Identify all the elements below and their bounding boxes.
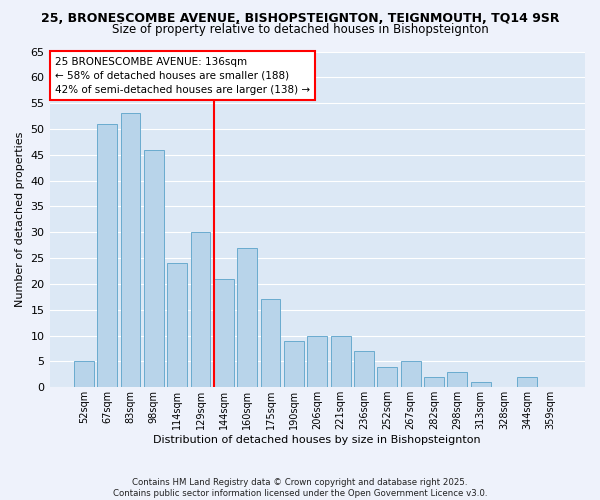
Bar bbox=[214, 278, 234, 387]
Bar bbox=[377, 366, 397, 387]
Bar bbox=[284, 340, 304, 387]
Text: 25, BRONESCOMBE AVENUE, BISHOPSTEIGNTON, TEIGNMOUTH, TQ14 9SR: 25, BRONESCOMBE AVENUE, BISHOPSTEIGNTON,… bbox=[41, 12, 559, 26]
Bar bbox=[238, 248, 257, 387]
Bar bbox=[517, 377, 538, 387]
Bar bbox=[307, 336, 327, 387]
Bar bbox=[260, 300, 280, 387]
X-axis label: Distribution of detached houses by size in Bishopsteignton: Distribution of detached houses by size … bbox=[154, 435, 481, 445]
Bar bbox=[424, 377, 444, 387]
Text: Contains HM Land Registry data © Crown copyright and database right 2025.
Contai: Contains HM Land Registry data © Crown c… bbox=[113, 478, 487, 498]
Bar bbox=[331, 336, 350, 387]
Bar bbox=[74, 362, 94, 387]
Bar bbox=[448, 372, 467, 387]
Bar bbox=[354, 351, 374, 387]
Text: 25 BRONESCOMBE AVENUE: 136sqm
← 58% of detached houses are smaller (188)
42% of : 25 BRONESCOMBE AVENUE: 136sqm ← 58% of d… bbox=[55, 56, 310, 94]
Bar bbox=[191, 232, 211, 387]
Bar bbox=[97, 124, 117, 387]
Bar bbox=[401, 362, 421, 387]
Bar bbox=[144, 150, 164, 387]
Bar bbox=[471, 382, 491, 387]
Bar bbox=[167, 263, 187, 387]
Bar bbox=[121, 114, 140, 387]
Y-axis label: Number of detached properties: Number of detached properties bbox=[15, 132, 25, 307]
Text: Size of property relative to detached houses in Bishopsteignton: Size of property relative to detached ho… bbox=[112, 22, 488, 36]
